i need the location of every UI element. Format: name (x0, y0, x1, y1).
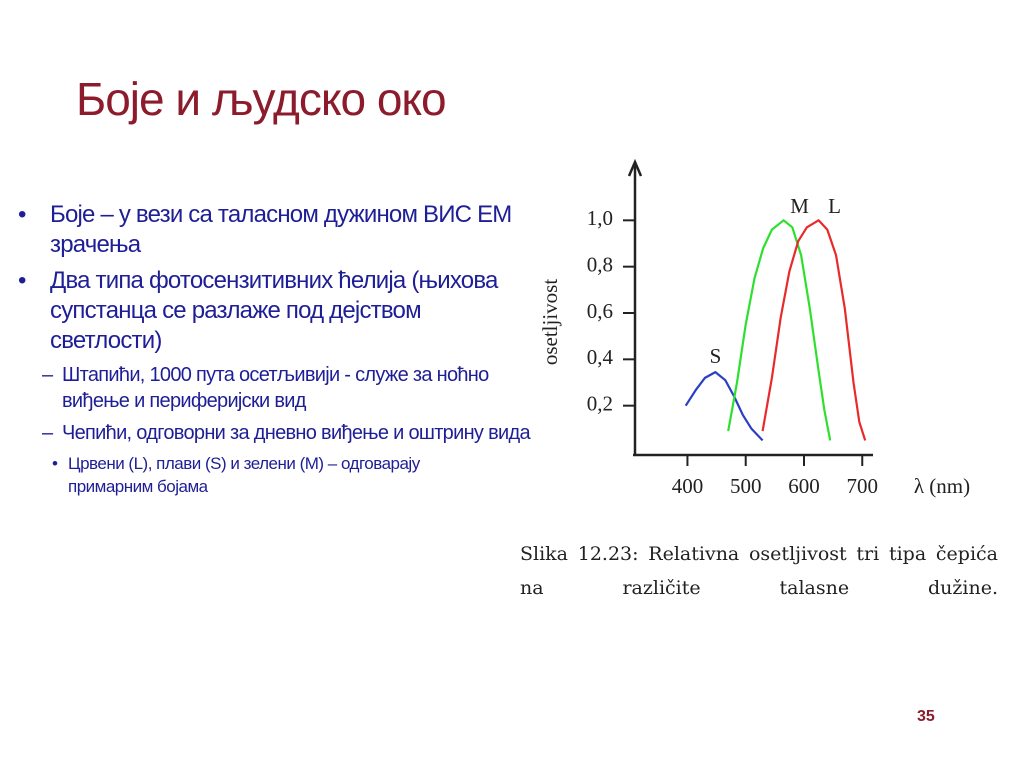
bullet-text: Два типа фотосензитивних ћелија (њихова … (50, 267, 498, 354)
y-tick-label: 0,8 (587, 252, 613, 276)
figure-caption: Slika 12.23: Relativna osetljivost tri t… (520, 543, 998, 599)
series-label: L (828, 194, 841, 218)
x-tick-label: 600 (788, 474, 820, 498)
x-tick-label: 700 (847, 474, 879, 498)
y-axis-arrow (627, 158, 643, 177)
curve (684, 371, 764, 442)
y-tick-label: 1,0 (587, 206, 613, 230)
curve (727, 219, 832, 441)
x-tick-label: 500 (730, 474, 762, 498)
list: • Црвени (L), плави (S) и зелени (M) – од… (18, 452, 530, 498)
bullet-marker: – (42, 422, 53, 444)
y-tick-label: 0,4 (587, 345, 614, 369)
bullet-item: • Црвени (L), плави (S) и зелени (M) – од… (18, 452, 428, 498)
series-label: S (710, 344, 722, 368)
chart: 0,2 0,4 0,6 0,8 1,0 400 500 600 700 λ (nm) osetlji… (538, 158, 970, 498)
bullet-marker: • (18, 267, 26, 294)
bullet-item: – Штапићи, 1000 пута осетљивији - служе з… (18, 362, 530, 414)
bullet-text: Црвени (L), плави (S) и зелени (M) – одг… (68, 454, 420, 496)
bullet-item: • Два типа фотосензитивних ћелија (њихова… (18, 266, 531, 498)
bullet-item: – Чепићи, одговорни за дневно виђење и ош… (18, 420, 531, 498)
bullet-text: Боје – у вези са таласном дужином ВИС ЕМ… (50, 201, 512, 258)
list: – Штапићи, 1000 пута осетљивији - служе з… (18, 362, 531, 498)
bullet-marker: • (18, 201, 26, 228)
x-axis-label: λ (nm) (914, 474, 970, 498)
bullet-text: Штапићи, 1000 пута осетљивији - служе за… (62, 364, 489, 412)
bullet-text: Чепићи, одговорни за дневно виђење и ошт… (62, 422, 531, 444)
list: • Боје – у вези са таласном дужином ВИС Е… (18, 200, 538, 498)
page-number: 35 (917, 708, 935, 725)
bullet-item: • Боје – у вези са таласном дужином ВИС Е… (18, 200, 530, 260)
x-tick-label: 400 (672, 474, 704, 498)
slide-title: Боје и људско око (76, 73, 447, 125)
bullet-list: • Боје – у вези са таласном дужином ВИС Е… (18, 200, 538, 504)
series-label: M (790, 194, 809, 218)
bullet-marker: – (42, 364, 53, 386)
y-axis-label: osetljivost (538, 279, 562, 366)
bullet-marker: • (52, 454, 58, 473)
curve (761, 219, 867, 441)
y-tick-label: 0,2 (587, 391, 613, 415)
y-tick-label: 0,6 (587, 299, 613, 323)
